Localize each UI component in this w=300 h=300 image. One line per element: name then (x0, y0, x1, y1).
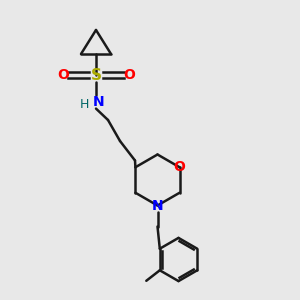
Text: N: N (93, 95, 105, 109)
Text: O: O (123, 68, 135, 82)
Text: O: O (57, 68, 69, 82)
Text: O: O (174, 160, 185, 174)
Text: N: N (152, 199, 163, 212)
Text: S: S (91, 68, 101, 82)
Text: H: H (79, 98, 89, 112)
